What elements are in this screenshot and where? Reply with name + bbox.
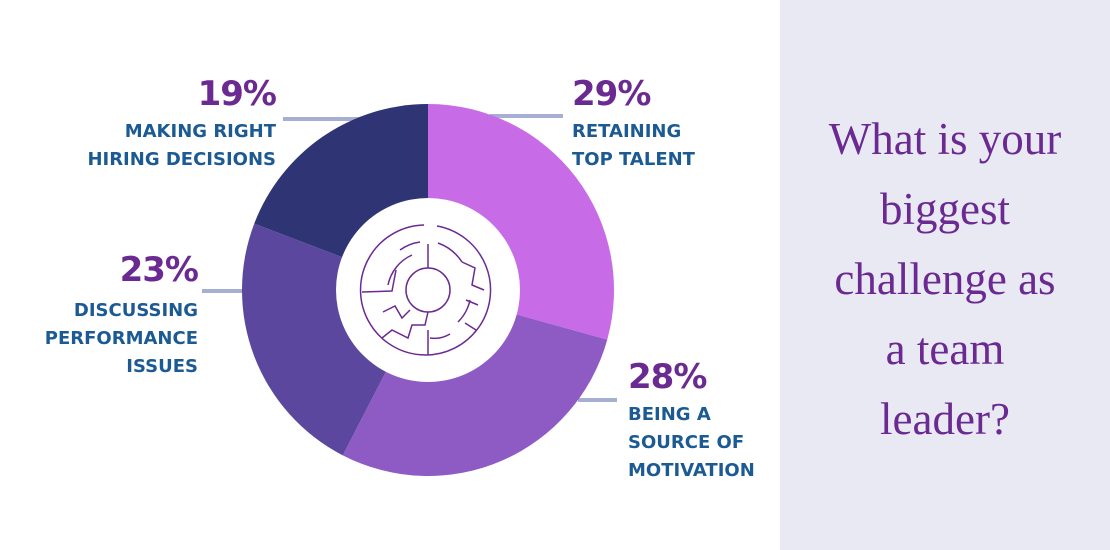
donut-hole	[336, 198, 520, 382]
value-label-retaining: 29%	[572, 74, 651, 114]
category-label-performance: DISCUSSING PERFORMANCE ISSUES	[44, 300, 198, 377]
category-label-hiring: MAKING RIGHT HIRING DECISIONS	[87, 121, 276, 170]
value-label-motivation: 28%	[628, 357, 707, 397]
value-label-performance: 23%	[119, 250, 199, 290]
question-panel: What is your biggest challenge as a team…	[780, 0, 1110, 550]
value-label-hiring: 19%	[197, 74, 277, 114]
category-label-retaining: RETAINING TOP TALENT	[572, 121, 695, 170]
donut-chart	[202, 104, 617, 476]
category-label-motivation: BEING A SOURCE OF MOTIVATION	[628, 404, 755, 481]
question-text: What is your biggest challenge as a team…	[828, 114, 1062, 444]
maze-icon	[359, 224, 492, 356]
